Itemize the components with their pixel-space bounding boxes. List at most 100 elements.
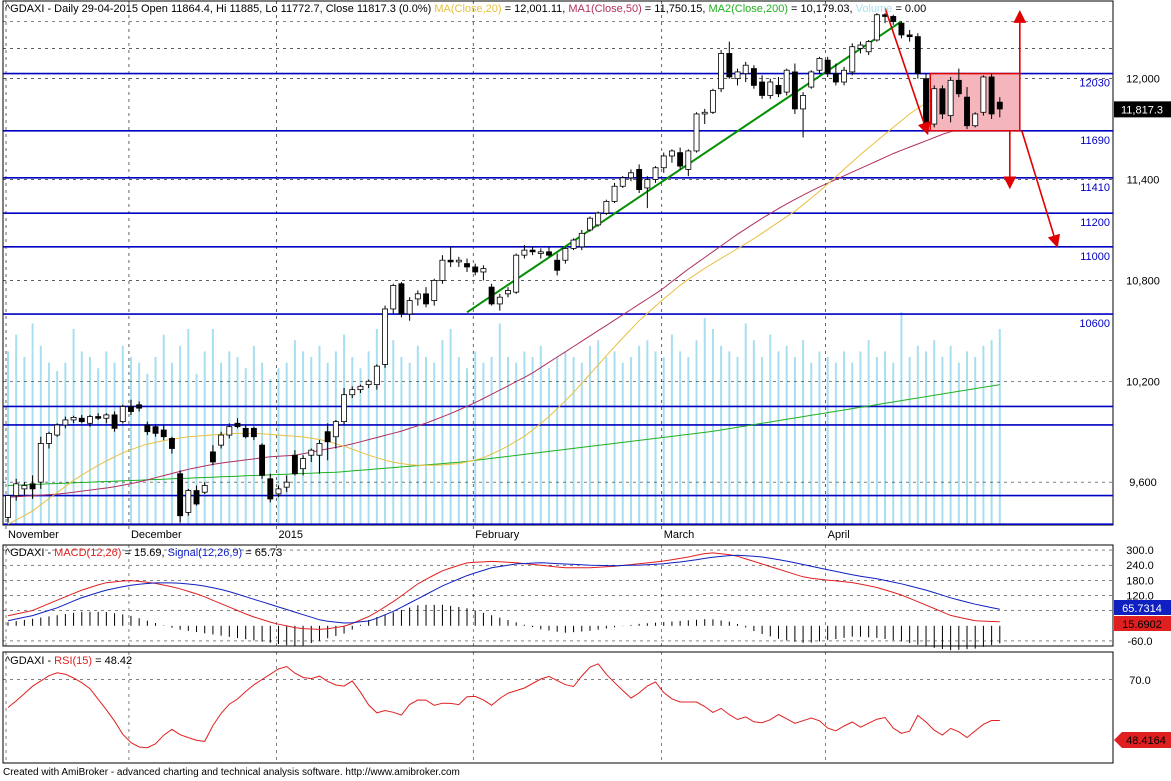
candle-up [668, 150, 675, 157]
candle-up [103, 414, 110, 419]
candle-up [316, 443, 323, 456]
y-tick-label: 240.0 [1126, 560, 1154, 572]
macd-value-label: 15.6902 [1122, 619, 1162, 631]
candle-up [521, 249, 528, 256]
candle-down [488, 286, 495, 305]
candle-down [250, 427, 257, 438]
candle-down [447, 259, 454, 263]
candle-up [332, 421, 339, 438]
candle-up [734, 71, 741, 80]
candle-up [562, 248, 569, 261]
candle-up [54, 424, 61, 436]
candle-up [611, 185, 618, 202]
candle-down [78, 417, 85, 423]
candle-down [95, 416, 102, 419]
candle-up [357, 385, 364, 391]
last-price-tag [1114, 101, 1171, 118]
y-tick-label: 11,400 [1127, 175, 1160, 187]
annotation-arrow [884, 7, 931, 136]
candle-up [496, 296, 503, 305]
candle-up [431, 279, 438, 301]
candle-up [341, 394, 348, 423]
candle-up [578, 232, 585, 248]
candle-down [324, 431, 331, 443]
candle-down [193, 490, 200, 505]
candle-down [955, 79, 962, 95]
candle-down [291, 454, 298, 475]
title-part: = 15.69, [121, 547, 167, 559]
title-part: MA2(Close,200) [709, 3, 788, 15]
signal-value-label: 65.7314 [1122, 603, 1162, 615]
candle-up [275, 488, 282, 495]
price-panel: 12030 11690 11410 11200 11000 10600 9,600 10,20… [2, 0, 1171, 541]
candle-up [283, 481, 290, 488]
candle-up [5, 495, 11, 518]
candle-up [570, 239, 577, 249]
annotation-arrow [1021, 130, 1061, 248]
candle-up [13, 483, 20, 496]
candle-down [554, 259, 561, 271]
candle-up [119, 406, 126, 423]
candle-down [546, 251, 552, 256]
y-tick-label: 300.0 [1126, 545, 1154, 557]
candle-down [750, 68, 757, 86]
candle-up [808, 71, 815, 88]
title-part: MACD(12,26) [54, 547, 121, 559]
level-label: 10600 [1079, 318, 1110, 330]
candle-up [800, 95, 807, 110]
candle-down [759, 81, 766, 96]
candle-down [160, 429, 167, 438]
title-part: RSI(15) [54, 655, 92, 667]
macd-line [7, 552, 1000, 630]
candle-down [988, 76, 995, 115]
candle-up [587, 217, 593, 231]
candle-down [529, 249, 536, 253]
candle-down [677, 152, 684, 167]
candle-down [791, 71, 798, 110]
candle-up [841, 69, 848, 83]
level-label: 11690 [1080, 135, 1110, 147]
candle-down [242, 427, 249, 438]
candle-up [767, 81, 774, 96]
title-part: = 0.00 [892, 3, 926, 15]
ma200-line [7, 384, 1000, 486]
candle-up [226, 426, 233, 436]
candle-up [390, 285, 397, 310]
ma50-line [7, 120, 1000, 498]
candle-up [62, 419, 69, 426]
candle-up [537, 251, 544, 254]
candle-down [136, 404, 143, 409]
candle-down [177, 473, 184, 517]
title-part: = 11,750.15, [642, 3, 709, 15]
candle-up [201, 485, 208, 493]
candle-up [628, 172, 634, 179]
candle-up [972, 113, 979, 127]
candle-up [365, 380, 372, 386]
candle-down [267, 478, 274, 500]
candle-up [349, 389, 356, 396]
candle-up [21, 485, 28, 490]
x-tick-label: February [475, 529, 520, 541]
title-part: = 10,179.03, [788, 3, 856, 15]
candle-up [439, 259, 446, 281]
candle-up [308, 449, 315, 456]
candle-up [70, 417, 77, 421]
signal-value-tag [1114, 600, 1171, 615]
candle-up [414, 293, 421, 300]
candle-down [111, 414, 118, 429]
chart-title: ^GDAXI - Daily 29-04-2015 Open 11864.4, … [5, 3, 926, 15]
title-part: = 65.73 [242, 547, 282, 559]
candle-up [660, 155, 667, 169]
candle-up [300, 458, 307, 470]
candle-up [709, 90, 716, 113]
candle-down [29, 483, 36, 490]
last-price-label: 11,817.3 [1121, 104, 1163, 116]
signal-line [7, 554, 1000, 624]
candle-down [464, 263, 470, 268]
macd-title: ^GDAXI - MACD(12,26) = 15.69, Signal(12,… [5, 547, 282, 559]
y-tick-label: 12,000 [1126, 74, 1160, 86]
level-label: 11000 [1080, 251, 1110, 263]
candle-down [898, 22, 905, 36]
level-label: 11410 [1080, 182, 1110, 194]
candle-down [726, 53, 733, 78]
